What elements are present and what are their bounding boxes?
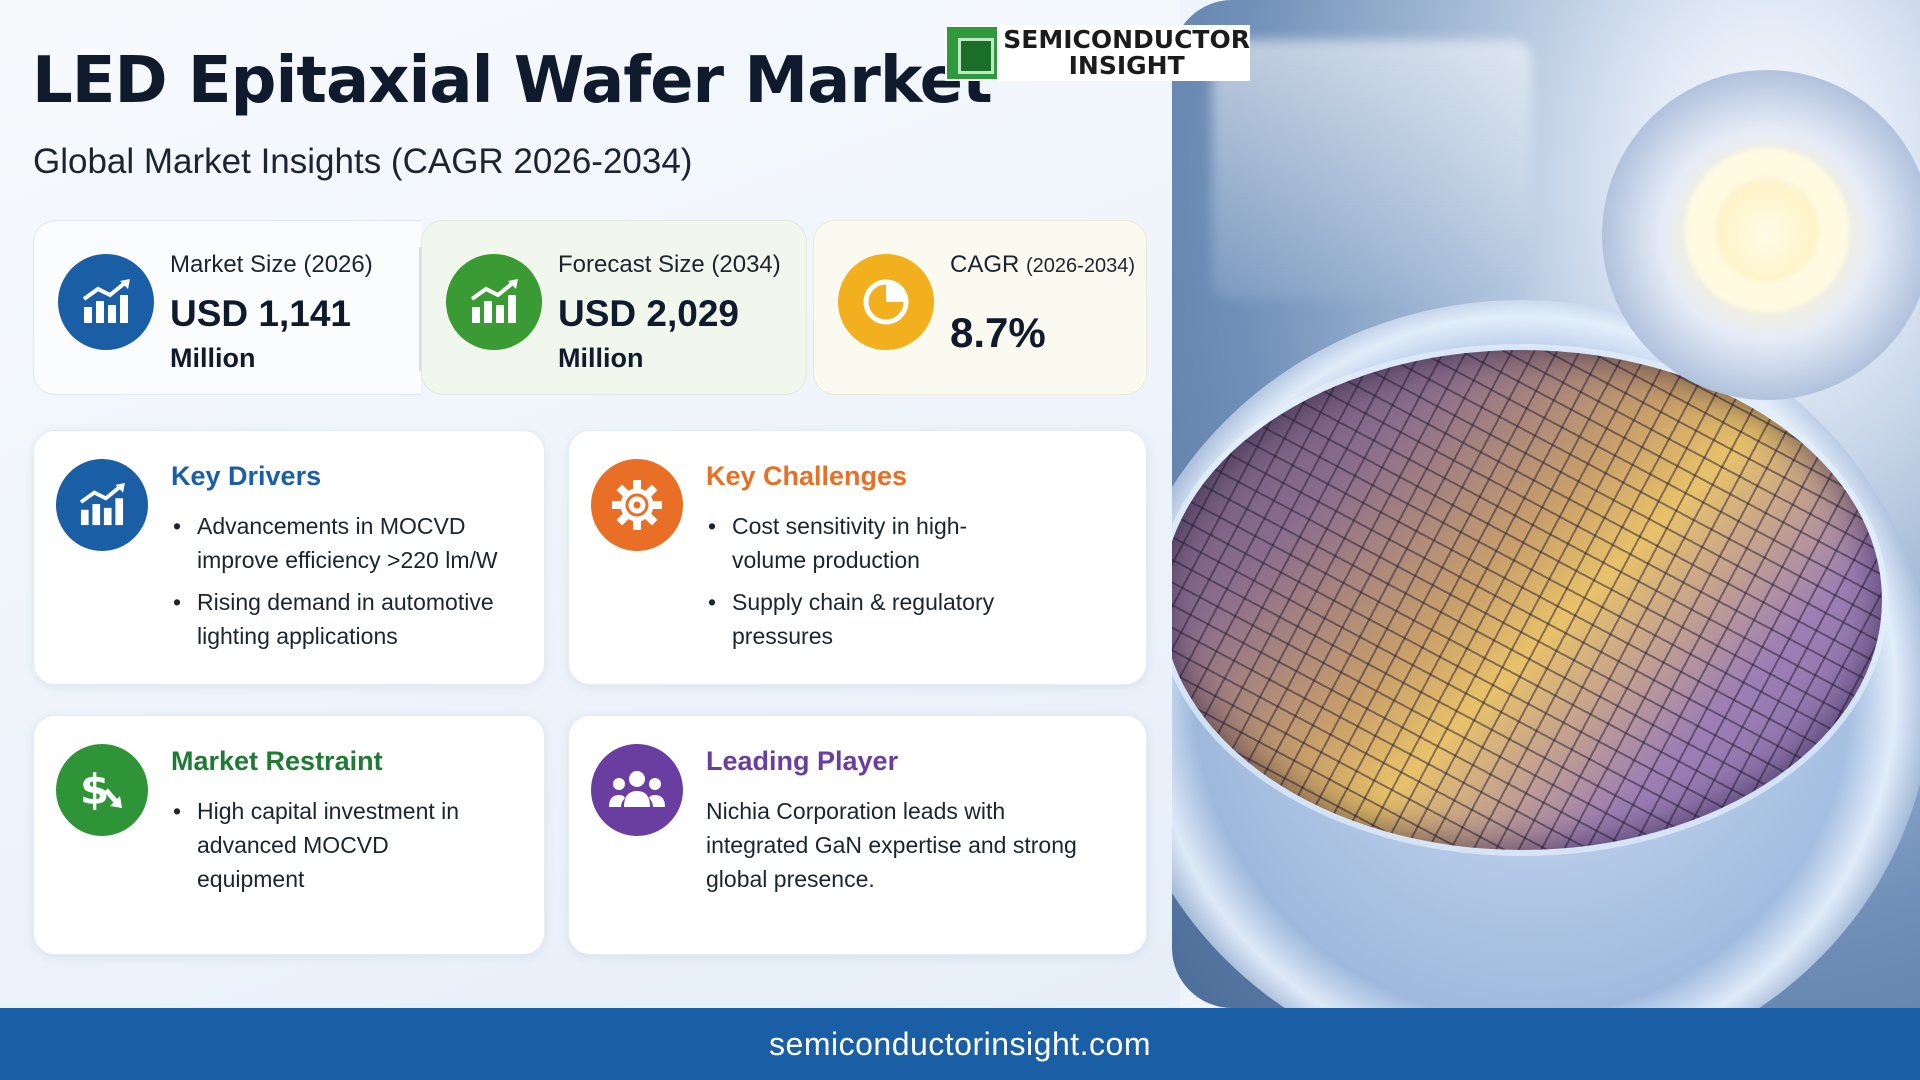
market-size-value: USD 1,141 (170, 293, 351, 334)
brand-logo[interactable]: SEMICONDUCTOR INSIGHT (945, 25, 1250, 81)
leading-player-text: Nichia Corporation leads with integrated… (706, 798, 1077, 892)
list-item: Rising demand in automotive lighting app… (171, 585, 551, 653)
lamp-led-ring (1647, 110, 1887, 350)
key-drivers-list: Advancements in MOCVD improve efficiency… (171, 509, 551, 661)
cagr-stat: CAGR (2026-2034) 8.7% (813, 220, 1147, 395)
bar-chart-up-icon (56, 459, 148, 551)
forecast-size-label: Forecast Size (2034) (558, 251, 781, 278)
key-drivers-card: Key Drivers Advancements in MOCVD improv… (33, 430, 545, 685)
footer-url-link[interactable]: semiconductorinsight.com (769, 1025, 1151, 1062)
forecast-size-stat: Forecast Size (2034) USD 2,029 Million (421, 220, 807, 395)
chip-icon (947, 27, 998, 79)
dollar-down-icon: $ (56, 744, 148, 836)
key-challenges-list: Cost sensitivity in high-volume producti… (706, 509, 1006, 661)
market-restraint-list: High capital investment in advanced MOCV… (171, 794, 491, 904)
bar-chart-up-icon (58, 254, 154, 350)
cagr-value: 8.7% (950, 309, 1046, 356)
list-item: Cost sensitivity in high-volume producti… (706, 509, 1006, 577)
svg-text:$: $ (80, 765, 109, 814)
epitaxial-wafer (1172, 350, 1882, 850)
forecast-size-value: USD 2,029 (558, 293, 739, 334)
pie-chart-icon (838, 254, 934, 350)
leading-player-card: Leading Player Nichia Corporation leads … (568, 715, 1147, 955)
key-challenges-card: Key Challenges Cost sensitivity in high-… (568, 430, 1147, 685)
logo-line-1: SEMICONDUCTOR (1003, 25, 1250, 54)
stats-row: Market Size (2026) USD 1,141 Million For… (33, 220, 1147, 395)
forecast-size-unit: Million (558, 343, 644, 373)
wafer-photo (1172, 0, 1920, 1008)
logo-wordmark: SEMICONDUCTOR INSIGHT (1003, 27, 1250, 79)
cagr-label: CAGR (2026-2034) (950, 251, 1135, 279)
market-size-stat: Market Size (2026) USD 1,141 Million (33, 220, 421, 395)
market-restraint-card: $ Market Restraint High capital investme… (33, 715, 545, 955)
list-item: High capital investment in advanced MOCV… (171, 794, 491, 896)
market-size-label: Market Size (2026) (170, 251, 373, 278)
bar-chart-up-icon (446, 254, 542, 350)
list-item: Supply chain & regulatory pressures (706, 585, 1006, 653)
gear-icon (591, 459, 683, 551)
footer-bar: semiconductorinsight.com (0, 1008, 1920, 1080)
page-subtitle: Global Market Insights (CAGR 2026-2034) (33, 142, 693, 181)
cagr-label-main: CAGR (950, 251, 1020, 278)
page-title: LED Epitaxial Wafer Market (32, 44, 993, 118)
key-challenges-title: Key Challenges (706, 461, 908, 491)
background-equipment (1212, 40, 1532, 300)
logo-line-2: INSIGHT (1068, 51, 1185, 80)
cagr-label-period: (2026-2034) (1026, 255, 1135, 277)
stat-divider (419, 247, 421, 371)
market-restraint-title: Market Restraint (171, 746, 383, 776)
people-group-icon (591, 744, 683, 836)
leading-player-title: Leading Player (706, 746, 899, 776)
list-item: Advancements in MOCVD improve efficiency… (171, 509, 551, 577)
key-drivers-title: Key Drivers (171, 461, 322, 491)
market-size-unit: Million (170, 343, 256, 373)
